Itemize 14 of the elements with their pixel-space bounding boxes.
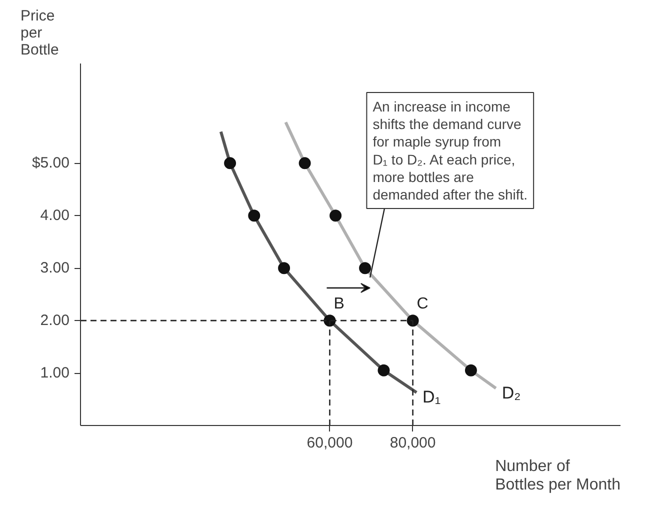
y-tick-label: 4.00 — [40, 207, 70, 224]
annotation: B — [334, 296, 344, 313]
y-tick-label: $5.00 — [32, 154, 70, 172]
annotation: An increase in income shifts the demand curve for maple syrup from D₁ to D₂. At each price, more bottles are demanded after the shift. — [372, 98, 528, 202]
x-axis-title: Number of Bottles per Month — [495, 458, 621, 494]
y-tick-label: 1.00 — [40, 364, 70, 382]
y-axis-title: Price per Bottle — [20, 8, 59, 58]
y-tick-label: 3.00 — [40, 260, 70, 277]
series-label: D₁ — [422, 387, 441, 406]
x-tick-label: 60,000 — [306, 434, 353, 452]
y-tick-label: 2.00 — [40, 312, 70, 330]
series-label: D₂ — [502, 383, 521, 402]
annotation: C — [416, 296, 428, 313]
x-tick-label: 80,000 — [390, 434, 436, 452]
